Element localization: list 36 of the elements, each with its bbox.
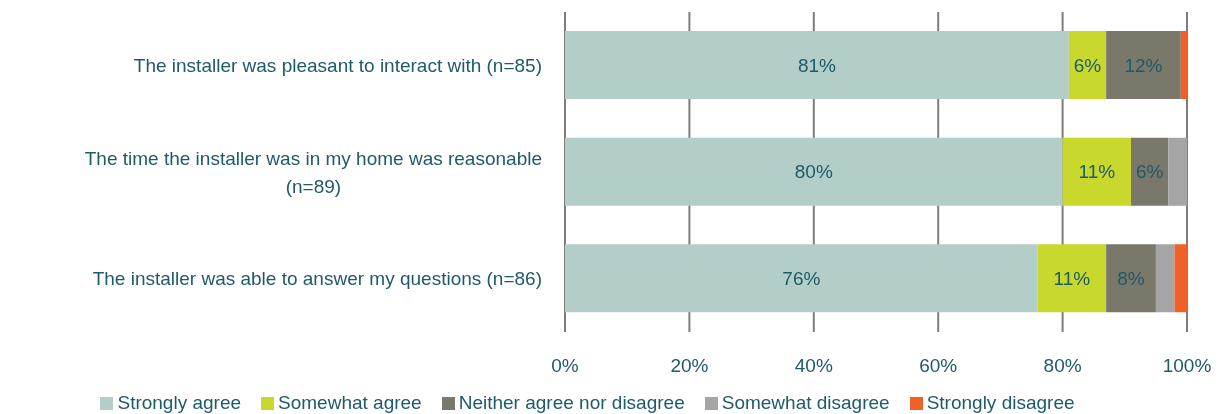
x-tick-label: 40%	[794, 355, 833, 376]
bar	[1037, 244, 1107, 313]
bar	[565, 137, 1063, 206]
bar	[1180, 31, 1187, 99]
x-tick-label: 80%	[1043, 355, 1082, 376]
data-label: 6%	[1135, 161, 1164, 183]
legend-label: Neither agree nor disagree	[458, 392, 685, 413]
legend-label: Strongly disagree	[926, 392, 1075, 413]
bar	[1155, 244, 1175, 313]
bar	[1106, 244, 1156, 313]
bar	[1062, 137, 1132, 206]
y-tick-label: The installer was able to answer my questions (n=86)	[92, 268, 542, 290]
bar	[1174, 244, 1187, 313]
legend-label: Strongly agree	[117, 392, 242, 413]
data-label: 11%	[1078, 161, 1116, 183]
legend-label: Somewhat agree	[278, 392, 422, 413]
x-tick-label: 0%	[551, 355, 579, 376]
bar	[565, 31, 1069, 99]
bar	[1068, 31, 1107, 99]
data-label: 6%	[1073, 54, 1102, 76]
bar	[1131, 137, 1169, 206]
x-tick-label: 60%	[919, 355, 958, 376]
bar	[565, 244, 1038, 313]
bar	[1168, 137, 1187, 206]
legend-label: Somewhat disagree	[721, 392, 890, 413]
data-label: 12%	[1124, 54, 1163, 76]
data-label: 11%	[1053, 267, 1091, 289]
bar	[1106, 31, 1181, 99]
y-tick-label: The installer was pleasant to interact with (n=85)	[133, 54, 543, 76]
y-tick-label: The time the installer was in my home was reasonable (n=89)	[84, 147, 542, 197]
x-tick-label: 20%	[670, 355, 709, 376]
data-label: 81%	[797, 54, 837, 76]
data-label: 76%	[782, 267, 821, 289]
data-label: 8%	[1117, 267, 1145, 289]
data-label: 80%	[794, 161, 833, 183]
x-tick-label: 100%	[1162, 355, 1212, 376]
